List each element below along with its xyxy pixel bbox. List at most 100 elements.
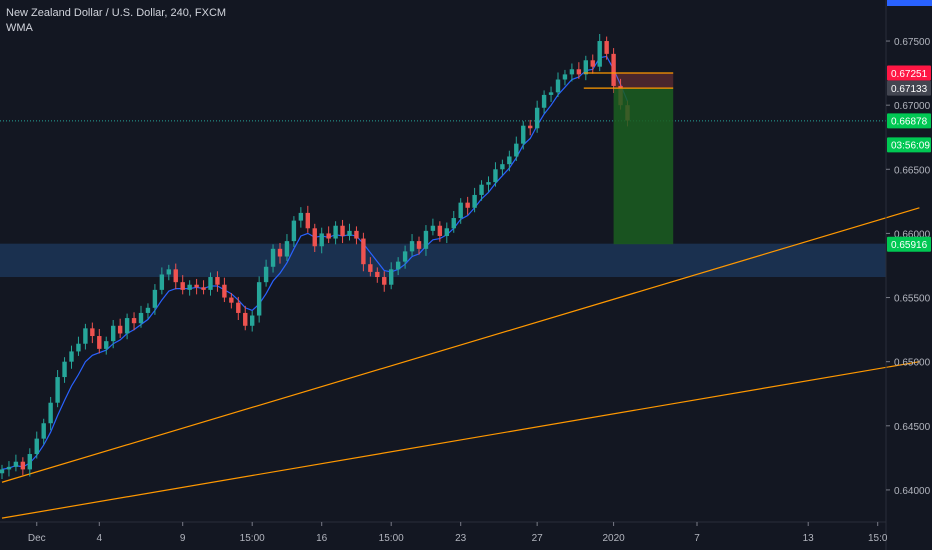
y-tick-label: 0.65000 [894,358,931,369]
candle-body [555,79,561,93]
candle-body [375,271,380,278]
candle-body [208,277,213,290]
candle-body [354,230,359,239]
candle [27,448,32,477]
candle-body [48,402,53,424]
candle [395,257,401,276]
candle [548,86,554,102]
candle [62,357,67,383]
candle-body [416,241,422,249]
candle-body [243,312,248,326]
candle [284,234,290,261]
candle [569,63,575,82]
candle-body [83,328,88,344]
candle [368,257,373,277]
candle [298,207,304,228]
price-axis-accent [887,0,932,6]
x-tick-label: 16 [316,533,328,544]
candle-body [430,225,436,231]
price-label: 0.67133 [887,80,931,96]
candle-body [236,302,241,313]
candle [444,222,449,244]
candle [541,90,547,114]
support-zone [0,243,886,278]
candle-body [159,274,165,290]
candle [187,280,192,296]
candle-body [507,156,512,165]
candle-body [611,53,616,86]
candle [236,296,241,320]
candle-body [166,269,171,275]
candle [375,267,380,283]
candle [305,205,310,233]
candle [69,345,74,369]
candle-body [576,69,582,75]
price-label-bg [887,137,931,153]
candle-body [277,248,283,257]
candle [361,232,366,272]
candle [20,457,26,476]
candle-body [256,282,262,316]
candle-body [201,287,206,290]
candle-body [319,233,324,247]
candle [215,271,220,292]
candle-body [548,92,554,95]
x-tick-label: 27 [532,533,544,544]
candle [145,303,151,319]
candle-body [263,266,269,283]
candle [83,323,88,350]
x-tick-label: Dec [28,533,46,544]
price-label-bg [887,113,931,129]
candle-body [117,325,123,334]
candle [229,293,234,309]
price-label: 0.66878 [887,113,931,129]
candle-body [500,164,505,170]
candle-body [229,297,234,303]
candle [514,136,519,161]
candle [604,36,609,60]
x-tick-label: 23 [455,533,467,544]
price-label-text: 0.67133 [891,84,928,95]
candle [270,244,276,273]
y-tick-label: 0.64000 [894,486,931,497]
price-label: 0.67251 [887,65,931,81]
x-tick-label: 15:0 [868,533,888,544]
candle [340,219,345,244]
candle [611,48,616,93]
candle [0,464,5,480]
candle-body [250,315,255,326]
candle [583,55,588,81]
candle [13,454,19,472]
candle [493,162,498,187]
candle [256,276,262,323]
candle [222,277,227,303]
candle-body [409,241,415,252]
candle [389,262,394,290]
candle [430,218,436,236]
y-tick-label: 0.66000 [894,229,931,240]
candle-body [465,202,470,208]
candle [97,328,102,354]
candle-body [222,284,227,298]
candle-body [180,282,185,290]
candle-body [604,41,609,54]
price-label-text: 03:56:09 [891,141,930,152]
candle [409,234,415,256]
candle-body [145,307,151,313]
candle-body [215,277,220,285]
candle [437,221,443,242]
candle-body [534,107,540,129]
candle [451,210,456,233]
candle [159,267,165,295]
candle-body [305,212,310,229]
candle [277,243,283,264]
candle [138,305,144,328]
candle [180,275,185,295]
candle-body [389,269,394,285]
stop-zone [613,72,674,89]
candle [333,221,338,245]
candle [354,226,359,245]
candle-body [479,184,484,195]
candle-body [124,318,130,334]
